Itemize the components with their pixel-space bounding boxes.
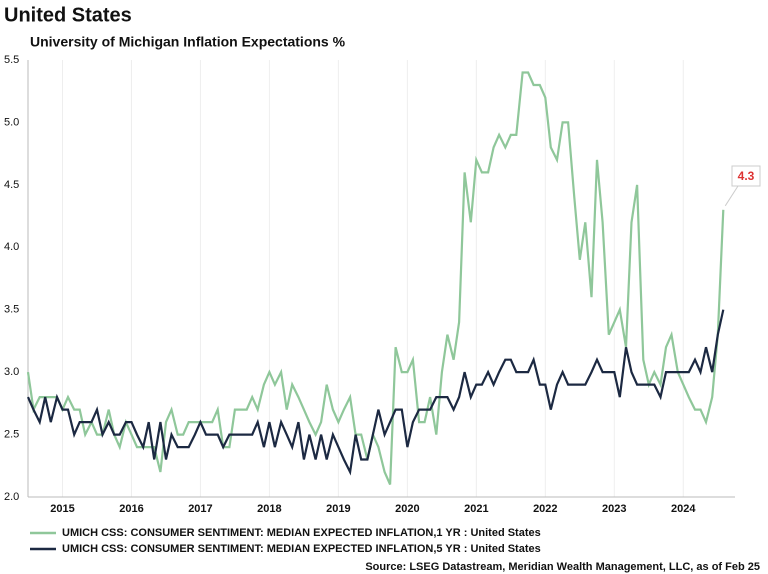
chart-subtitle: University of Michigan Inflation Expecta… [30, 34, 346, 50]
chart-title: United States [4, 4, 132, 26]
y-tick-label: 2.0 [4, 491, 19, 503]
y-tick-label: 5.0 [4, 116, 19, 128]
x-tick-label: 2016 [119, 503, 143, 515]
x-tick-label: 2018 [257, 503, 281, 515]
y-tick-label: 2.5 [4, 428, 19, 440]
y-tick-label: 4.0 [4, 241, 19, 253]
x-tick-label: 2024 [671, 503, 696, 515]
y-tick-label: 5.5 [4, 54, 19, 66]
data-label: 4.3 [738, 169, 755, 183]
y-tick-label: 3.5 [4, 304, 19, 316]
callout-box [731, 165, 761, 187]
x-tick-label: 2017 [188, 503, 212, 515]
x-tick-label: 2023 [602, 503, 626, 515]
x-tick-label: 2020 [395, 503, 419, 515]
y-tick-label: 4.5 [4, 179, 19, 191]
x-tick-label: 2015 [50, 503, 74, 515]
series-line [26, 309, 725, 476]
legend-label: UMICH CSS: CONSUMER SENTIMENT: MEDIAN EX… [62, 527, 541, 539]
y-tick-label: 3.0 [4, 366, 19, 378]
source-note: Source: LSEG Datastream, Meridian Wealth… [365, 561, 760, 573]
x-tick-label: 2019 [326, 503, 350, 515]
x-tick-label: 2022 [533, 503, 557, 515]
callout-line [724, 185, 739, 207]
x-tick-label: 2021 [464, 503, 488, 515]
legend-label: UMICH CSS: CONSUMER SENTIMENT: MEDIAN EX… [62, 543, 541, 555]
